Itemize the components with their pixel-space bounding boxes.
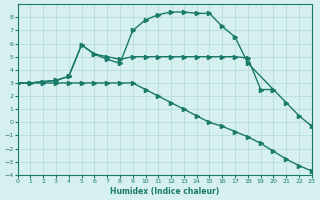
X-axis label: Humidex (Indice chaleur): Humidex (Indice chaleur) (110, 187, 219, 196)
